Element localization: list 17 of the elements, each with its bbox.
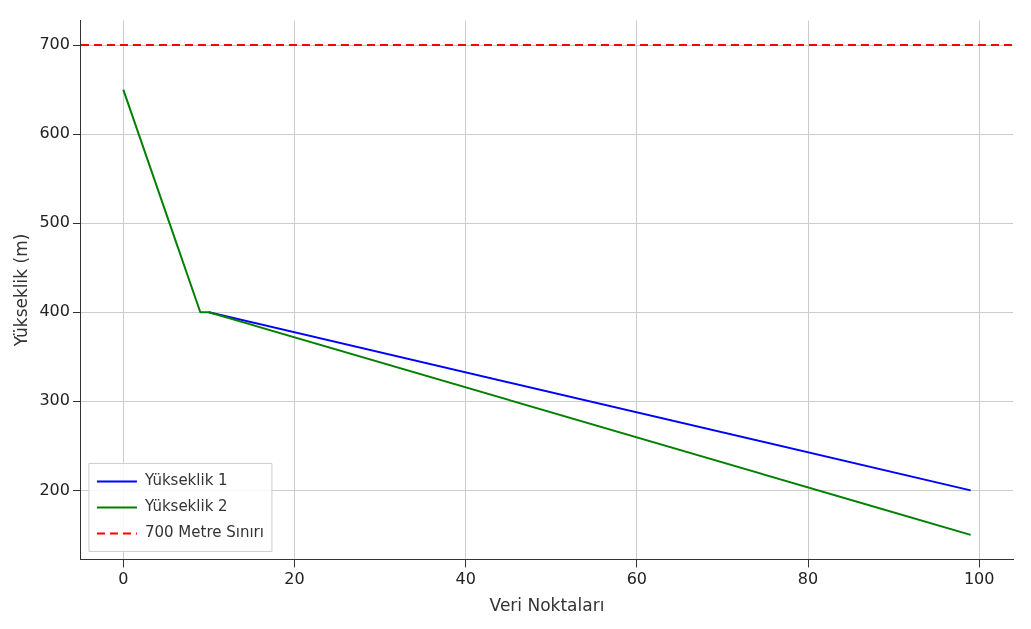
y-tick-label: 700 bbox=[39, 34, 70, 54]
x-tick-label: 100 bbox=[963, 569, 995, 589]
y-tick-label: 300 bbox=[39, 390, 70, 410]
x-tick-label: 60 bbox=[626, 569, 648, 589]
y-tick-label: 600 bbox=[39, 123, 70, 143]
x-tick-label: 20 bbox=[284, 569, 305, 589]
legend-label: Yükseklik 1 bbox=[143, 471, 228, 490]
legend-label: 700 Metre Sınırı bbox=[144, 523, 264, 542]
y-tick-label: 200 bbox=[39, 479, 70, 499]
y-axis-title: Yükseklik (m) bbox=[10, 233, 31, 348]
x-tick-label: 40 bbox=[455, 569, 476, 589]
x-tick-label: 80 bbox=[797, 569, 819, 589]
y-tick-label: 400 bbox=[39, 301, 70, 321]
x-tick-label: 0 bbox=[118, 569, 129, 589]
x-axis-title: Veri Noktaları bbox=[489, 595, 605, 616]
legend-label: Yükseklik 2 bbox=[143, 497, 228, 516]
y-tick-label: 500 bbox=[39, 212, 70, 232]
